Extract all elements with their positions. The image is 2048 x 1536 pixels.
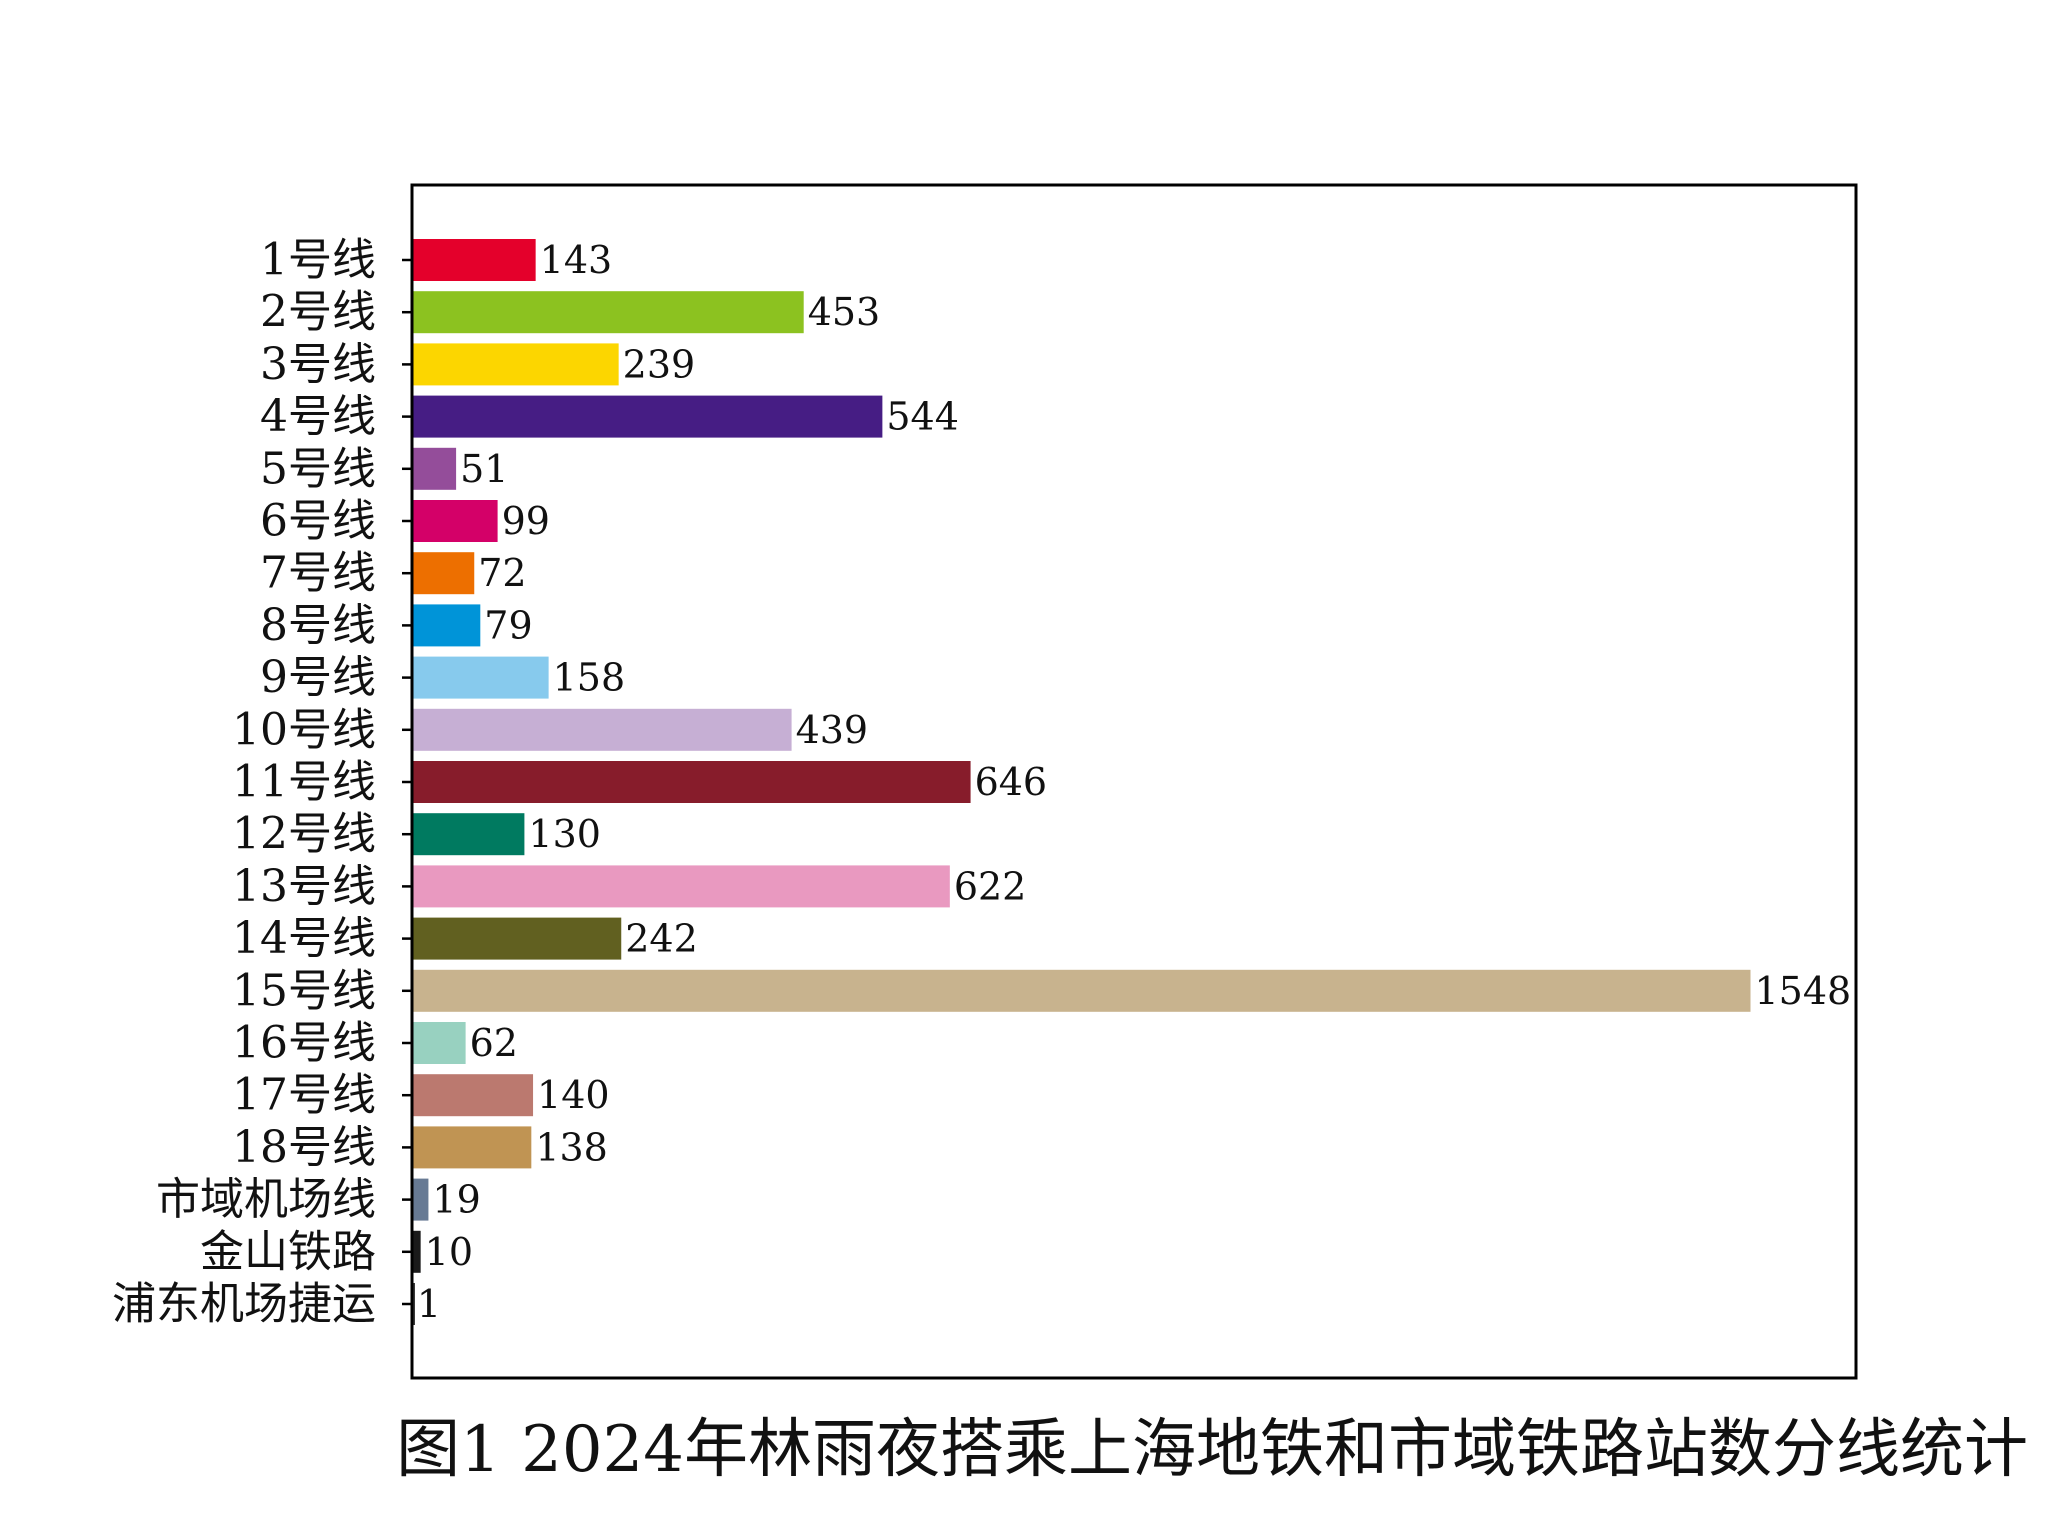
- bar-15: [413, 1022, 466, 1064]
- bar-4: [413, 447, 457, 490]
- category-label-5: 6号线: [260, 496, 376, 547]
- y-ticks-layer: [402, 258, 412, 1306]
- category-label-4: 5号线: [260, 443, 376, 494]
- bar-17: [413, 1126, 532, 1169]
- bar-6: [413, 552, 475, 595]
- category-label-20: 浦东机场捷运: [112, 1279, 376, 1330]
- category-label-12: 13号线: [232, 861, 376, 912]
- value-label-5: 99: [502, 499, 550, 543]
- category-label-2: 3号线: [260, 339, 376, 390]
- value-label-7: 79: [484, 603, 532, 647]
- category-label-3: 4号线: [260, 391, 376, 442]
- bars-layer: [413, 239, 1751, 1325]
- category-label-17: 18号线: [232, 1122, 376, 1173]
- category-label-11: 12号线: [232, 809, 376, 860]
- value-label-1: 453: [808, 290, 881, 334]
- bar-18: [413, 1178, 429, 1221]
- category-labels-layer: 1号线2号线3号线4号线5号线6号线7号线8号线9号线10号线11号线12号线1…: [112, 235, 376, 1330]
- value-label-13: 242: [625, 917, 698, 961]
- value-label-18: 19: [432, 1178, 480, 1222]
- bar-3: [413, 395, 883, 438]
- bar-9: [413, 708, 792, 751]
- value-label-10: 646: [975, 760, 1048, 804]
- bar-13: [413, 917, 622, 960]
- bar-2: [413, 343, 619, 386]
- value-label-14: 1548: [1755, 969, 1852, 1013]
- category-label-9: 10号线: [232, 704, 376, 755]
- bar-7: [413, 604, 481, 647]
- value-label-15: 62: [470, 1021, 518, 1065]
- value-label-19: 10: [425, 1230, 473, 1274]
- category-label-7: 8号线: [260, 600, 376, 651]
- bar-8: [413, 656, 549, 699]
- value-label-11: 130: [528, 812, 601, 856]
- value-labels-layer: 143 453 239 544 51 99 72 79 158 439 646 130 622 242 15…: [417, 238, 1851, 1326]
- bar-10: [413, 761, 971, 803]
- category-label-18: 市域机场线: [156, 1174, 376, 1225]
- category-label-16: 17号线: [232, 1070, 376, 1121]
- value-label-8: 158: [553, 656, 626, 700]
- value-label-0: 143: [540, 238, 613, 282]
- category-label-19: 金山铁路: [200, 1226, 376, 1277]
- bar-14: [413, 969, 1751, 1012]
- category-label-8: 9号线: [260, 652, 376, 703]
- value-label-12: 622: [954, 864, 1027, 908]
- value-label-20: 1: [417, 1282, 441, 1326]
- value-label-3: 544: [886, 395, 959, 439]
- category-label-14: 15号线: [232, 965, 376, 1016]
- bar-12: [413, 865, 950, 908]
- bar-11: [413, 813, 525, 856]
- category-label-1: 2号线: [260, 287, 376, 338]
- value-label-4: 51: [460, 447, 508, 491]
- value-label-2: 239: [623, 342, 696, 386]
- bar-16: [413, 1074, 534, 1117]
- value-label-17: 138: [535, 1125, 608, 1169]
- bar-5: [413, 500, 498, 542]
- bar-19: [413, 1230, 421, 1273]
- category-label-13: 14号线: [232, 913, 376, 964]
- value-label-6: 72: [478, 551, 526, 595]
- category-label-15: 16号线: [232, 1018, 376, 1069]
- bar-20: [413, 1283, 415, 1325]
- bar-0: [413, 239, 536, 281]
- chart-caption: 图1 2024年林雨夜搭乘上海地铁和市域铁路站数分线统计: [396, 1413, 2028, 1487]
- bar-1: [413, 291, 804, 334]
- category-label-10: 11号线: [232, 757, 376, 808]
- category-label-0: 1号线: [260, 235, 376, 286]
- category-label-6: 7号线: [260, 548, 376, 599]
- value-label-16: 140: [537, 1073, 610, 1117]
- plot-frame: [410, 183, 1858, 1380]
- value-label-9: 439: [796, 708, 869, 752]
